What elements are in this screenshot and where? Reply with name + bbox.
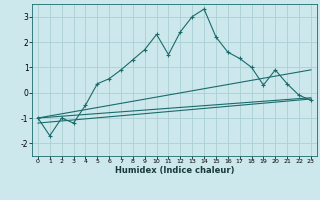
X-axis label: Humidex (Indice chaleur): Humidex (Indice chaleur): [115, 166, 234, 175]
